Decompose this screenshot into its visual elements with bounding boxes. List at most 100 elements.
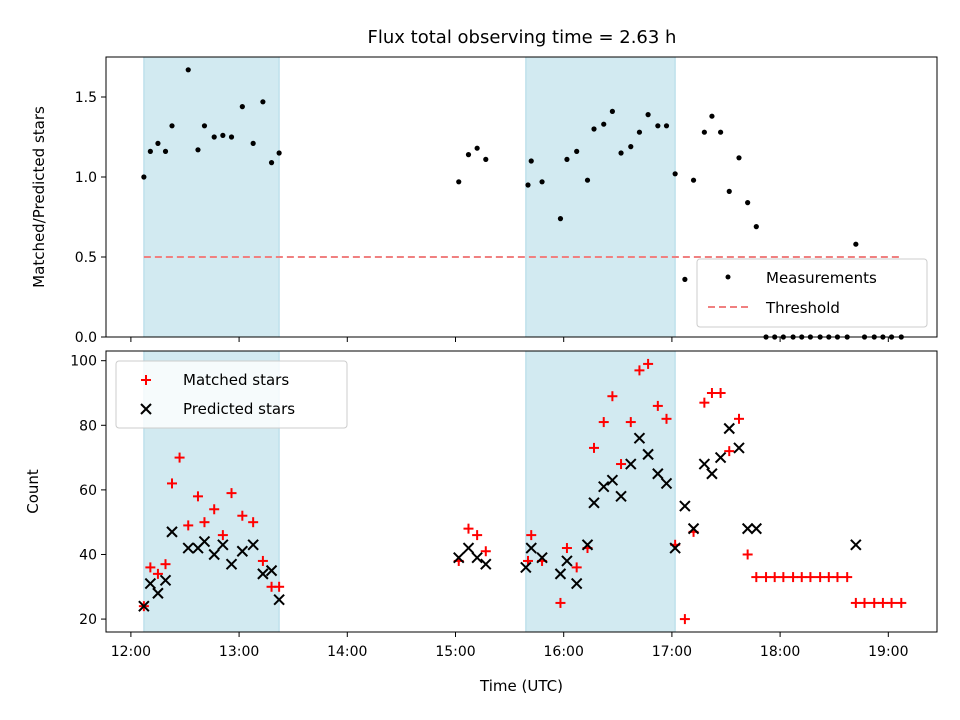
measurement-point (557, 216, 564, 222)
predicted-star-point (198, 535, 211, 548)
measurement-point (185, 67, 191, 73)
x-tick-label: 15:00 (435, 644, 475, 660)
matched-star-point (832, 572, 843, 583)
matched-star-point (751, 572, 762, 583)
measurement-point (574, 148, 580, 154)
matched-star-point (842, 572, 853, 583)
y-tick-label: 0.0 (75, 330, 97, 346)
legend-marker-predicted (140, 403, 152, 415)
predicted-star-point (247, 539, 259, 551)
predicted-star-point (225, 558, 238, 570)
predicted-star-point (462, 542, 475, 554)
predicted-star-point (606, 474, 619, 486)
predicted-star-point (453, 552, 465, 564)
matched-star-point (733, 413, 744, 424)
x-tick-label: 17:00 (652, 644, 692, 660)
measurement-point (717, 129, 724, 135)
predicted-star-point (144, 577, 157, 590)
predicted-star-point (581, 539, 594, 551)
matched-star-point (145, 562, 156, 573)
predicted-star-point (152, 587, 164, 599)
matched-star-point (761, 572, 772, 583)
x-tick-label: 14:00 (327, 644, 367, 660)
measurement-point (591, 126, 597, 132)
legend-label-threshold: Threshold (765, 299, 840, 317)
predicted-star-point (182, 542, 194, 554)
predicted-star-point (598, 480, 610, 493)
matched-star-point (742, 549, 753, 560)
top-y-axis-label: Matched/Predicted stars (30, 106, 48, 288)
matched-star-point (796, 572, 807, 583)
matched-star-point (167, 478, 178, 489)
matched-star-point (706, 387, 717, 398)
measurement-point (853, 241, 859, 247)
predicted-star-point (536, 552, 548, 564)
predicted-star-point (257, 568, 269, 580)
measurement-point (211, 134, 217, 140)
matched-star-point (886, 597, 897, 608)
predicted-star-point (217, 539, 229, 551)
matched-star-point (571, 562, 582, 573)
matched-star-point (850, 597, 861, 608)
matched-star-point (480, 546, 491, 557)
matched-star-point (607, 391, 618, 402)
predicted-star-point (850, 539, 862, 551)
y-tick-label: 60 (79, 483, 97, 499)
bottom-y-axis-label: Count (24, 469, 42, 514)
predicted-star-point (706, 468, 718, 480)
predicted-star-point (588, 497, 600, 509)
matched-star-point (634, 365, 645, 376)
y-tick-label: 1.0 (75, 170, 97, 186)
measurement-point (690, 177, 697, 183)
top-panel: 0.0 0.5 1.0 1.5 Matched/Predicted stars Mea… (30, 56, 938, 346)
y-tick-label: 0.5 (75, 250, 97, 266)
bottom-panel: 12:00 13:00 14:00 15:00 16:00 17:00 18:00 19:00… (24, 350, 938, 695)
matched-star-point (183, 520, 194, 531)
measurement-point (682, 276, 688, 282)
measurement-point (220, 132, 226, 138)
matched-star-point (160, 559, 171, 570)
predicted-star-point (633, 432, 646, 444)
matched-star-point (199, 517, 210, 528)
matched-star-point (805, 572, 816, 583)
matched-star-point (209, 504, 220, 515)
measurement-point (268, 160, 275, 166)
predicted-star-point (208, 548, 220, 561)
predicted-star-point (615, 490, 627, 503)
measurement-point (645, 112, 651, 118)
x-tick-label: 13:00 (219, 644, 259, 660)
matched-star-point (661, 413, 672, 424)
measurement-point (564, 156, 570, 162)
legend-label-matched: Matched stars (183, 371, 289, 389)
y-tick-label: 100 (70, 354, 97, 370)
predicted-star-point (525, 542, 537, 554)
measurement-point (155, 140, 161, 146)
measurement-point (726, 188, 732, 194)
measurement-point (539, 179, 545, 185)
measurement-point (465, 152, 472, 158)
observing-window-shade (143, 56, 280, 338)
matched-star-point (869, 597, 880, 608)
matched-star-point (555, 597, 566, 608)
top-legend: Measurements Threshold (696, 258, 928, 328)
predicted-star-point (723, 422, 735, 435)
predicted-star-point (669, 542, 681, 554)
matched-star-point (152, 568, 163, 579)
measurement-point (201, 123, 208, 129)
predicted-star-point (570, 577, 583, 590)
x-tick-label: 16:00 (544, 644, 584, 660)
measurement-point (655, 123, 661, 129)
matched-star-point (769, 572, 780, 583)
measurement-point (228, 134, 235, 140)
x-tick-label: 12:00 (111, 644, 151, 660)
x-tick-label: 18:00 (760, 644, 800, 660)
matched-star-point (724, 446, 735, 457)
observing-window-shade (525, 350, 676, 633)
predicted-star-point (236, 545, 249, 557)
predicted-star-point (679, 500, 691, 512)
measurement-point (162, 148, 169, 154)
matched-star-point (699, 397, 710, 408)
legend-label-predicted: Predicted stars (183, 400, 295, 418)
predicted-star-point (741, 522, 754, 535)
legend-label-measurements: Measurements (766, 269, 877, 287)
